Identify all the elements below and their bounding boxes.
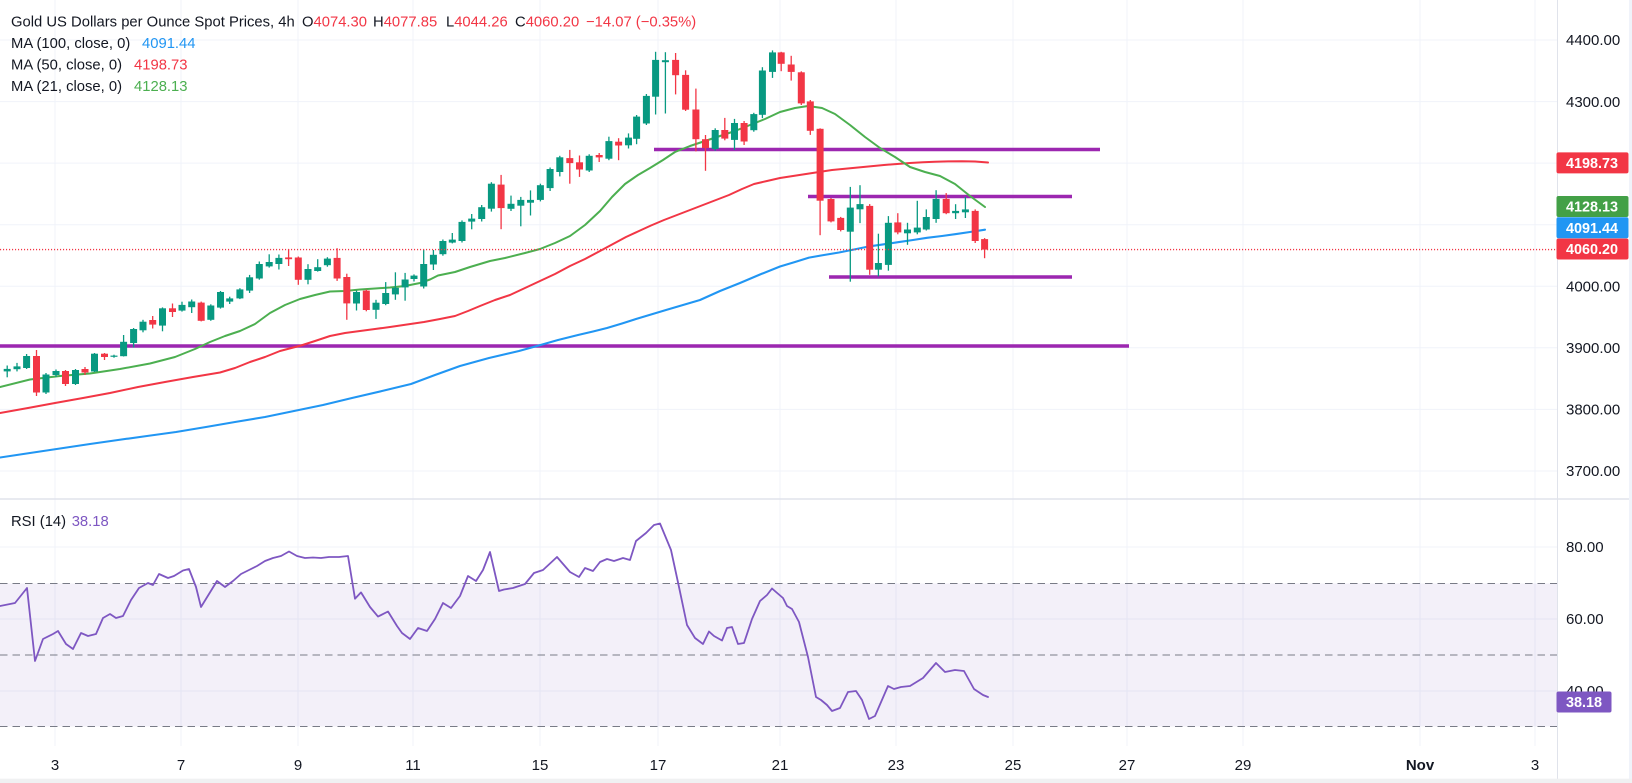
svg-text:4074.30: 4074.30 — [314, 15, 368, 31]
svg-text:23: 23 — [888, 757, 905, 774]
svg-text:15: 15 — [532, 757, 549, 774]
svg-text:4091.44: 4091.44 — [142, 36, 196, 52]
svg-text:4198.73: 4198.73 — [134, 57, 188, 73]
svg-text:38.18: 38.18 — [72, 514, 109, 530]
svg-text:3: 3 — [51, 757, 59, 774]
svg-text:9: 9 — [294, 757, 302, 774]
svg-text:Gold US Dollars per Ounce Spot: Gold US Dollars per Ounce Spot Prices, 4… — [11, 15, 295, 31]
svg-text:4077.85: 4077.85 — [384, 15, 438, 31]
svg-text:H: H — [373, 15, 384, 31]
svg-text:MA (50, close, 0): MA (50, close, 0) — [11, 57, 122, 73]
svg-text:21: 21 — [772, 757, 789, 774]
svg-text:25: 25 — [1005, 757, 1022, 774]
svg-text:3800.00: 3800.00 — [1566, 402, 1620, 419]
svg-text:4044.26: 4044.26 — [454, 15, 508, 31]
svg-text:4091.44: 4091.44 — [1566, 221, 1618, 237]
svg-text:4300.00: 4300.00 — [1566, 94, 1620, 111]
svg-text:4128.13: 4128.13 — [134, 79, 188, 95]
svg-text:11: 11 — [405, 757, 421, 774]
svg-text:−14.07 (−0.35%): −14.07 (−0.35%) — [586, 15, 696, 31]
svg-text:4060.20: 4060.20 — [526, 15, 580, 31]
svg-text:29: 29 — [1235, 757, 1252, 774]
svg-text:4198.73: 4198.73 — [1566, 156, 1618, 172]
svg-text:RSI (14): RSI (14) — [11, 514, 66, 530]
svg-text:3: 3 — [1531, 757, 1539, 774]
svg-text:38.18: 38.18 — [1566, 695, 1602, 711]
svg-text:80.00: 80.00 — [1566, 539, 1604, 556]
svg-text:4128.13: 4128.13 — [1566, 200, 1618, 216]
svg-text:60.00: 60.00 — [1566, 611, 1604, 628]
svg-text:4000.00: 4000.00 — [1566, 279, 1620, 296]
svg-text:7: 7 — [177, 757, 185, 774]
svg-text:17: 17 — [650, 757, 667, 774]
svg-text:Nov: Nov — [1406, 757, 1435, 774]
svg-text:MA (100, close, 0): MA (100, close, 0) — [11, 36, 130, 52]
svg-text:4400.00: 4400.00 — [1566, 32, 1620, 49]
svg-text:O: O — [302, 15, 314, 31]
svg-text:27: 27 — [1119, 757, 1136, 774]
svg-text:MA (21, close, 0): MA (21, close, 0) — [11, 79, 122, 95]
svg-text:3900.00: 3900.00 — [1566, 340, 1620, 357]
svg-text:3700.00: 3700.00 — [1566, 463, 1620, 480]
svg-text:L: L — [446, 15, 454, 31]
svg-text:C: C — [515, 15, 526, 31]
svg-text:4060.20: 4060.20 — [1566, 242, 1618, 258]
